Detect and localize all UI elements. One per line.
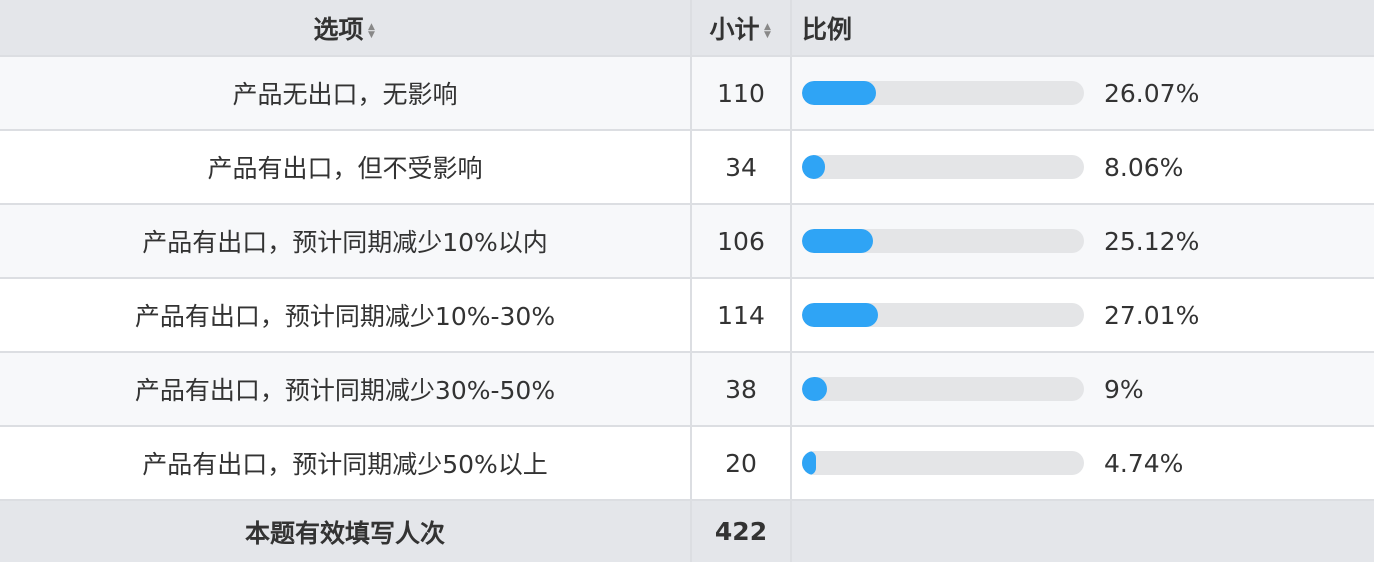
option-cell: 产品有出口，预计同期减少10%以内: [0, 204, 692, 279]
option-cell: 产品有出口，但不受影响: [0, 130, 692, 205]
column-ratio-label: 比例: [802, 14, 853, 44]
progress-bar: [802, 155, 1084, 179]
ratio-cell: 25.12%: [791, 204, 1374, 279]
count-cell: 34: [691, 130, 792, 205]
percent-label: 27.01%: [1104, 300, 1200, 330]
progress-bar: [802, 229, 1084, 253]
table-row: 产品有出口，预计同期减少50%以上 20 4.74%: [0, 426, 1374, 501]
percent-label: 26.07%: [1104, 78, 1200, 108]
ratio-cell: 9%: [791, 352, 1374, 427]
footer-label: 本题有效填写人次: [0, 500, 692, 562]
ratio-cell: 27.01%: [791, 278, 1374, 353]
option-cell: 产品有出口，预计同期减少50%以上: [0, 426, 692, 501]
ratio-cell: 4.74%: [791, 426, 1374, 501]
progress-fill: [802, 451, 816, 475]
percent-label: 4.74%: [1104, 448, 1184, 478]
column-option[interactable]: 选项 ▲ ▼: [0, 0, 692, 57]
percent-label: 9%: [1104, 374, 1144, 404]
progress-fill: [802, 155, 825, 179]
progress-fill: [802, 229, 873, 253]
option-cell: 产品有出口，预计同期减少10%-30%: [0, 278, 692, 353]
count-cell: 114: [691, 278, 792, 353]
count-cell: 38: [691, 352, 792, 427]
table-row: 产品有出口，预计同期减少30%-50% 38 9%: [0, 352, 1374, 427]
progress-bar: [802, 303, 1084, 327]
count-cell: 106: [691, 204, 792, 279]
progress-fill: [802, 377, 828, 401]
percent-label: 25.12%: [1104, 226, 1200, 256]
footer-empty: [791, 500, 1374, 562]
column-option-label: 选项: [313, 14, 364, 44]
column-count-label: 小计: [709, 14, 760, 44]
table-body: 产品无出口，无影响 110 26.07% 产品有出口，但不受影响 34 8.06% 产品有出…: [0, 56, 1374, 501]
progress-bar: [802, 81, 1084, 105]
table-footer: 本题有效填写人次 422: [0, 500, 1374, 562]
option-cell: 产品无出口，无影响: [0, 56, 692, 131]
percent-label: 8.06%: [1104, 152, 1184, 182]
progress-bar: [802, 451, 1084, 475]
table-row: 产品有出口，预计同期减少10%以内 106 25.12%: [0, 204, 1374, 279]
ratio-cell: 26.07%: [791, 56, 1374, 131]
table-header: 选项 ▲ ▼ 小计 ▲ ▼ 比例: [0, 0, 1374, 57]
sort-icon[interactable]: ▲ ▼: [764, 21, 771, 40]
table-row: 产品有出口，预计同期减少10%-30% 114 27.01%: [0, 278, 1374, 353]
column-count[interactable]: 小计 ▲ ▼: [691, 0, 792, 57]
count-cell: 20: [691, 426, 792, 501]
progress-fill: [802, 81, 876, 105]
column-ratio: 比例: [791, 0, 1374, 57]
footer-total: 422: [691, 500, 792, 562]
table-row: 产品无出口，无影响 110 26.07%: [0, 56, 1374, 131]
progress-bar: [802, 377, 1084, 401]
option-cell: 产品有出口，预计同期减少30%-50%: [0, 352, 692, 427]
sort-icon[interactable]: ▲ ▼: [368, 21, 375, 40]
ratio-cell: 8.06%: [791, 130, 1374, 205]
count-cell: 110: [691, 56, 792, 131]
table-row: 产品有出口，但不受影响 34 8.06%: [0, 130, 1374, 205]
progress-fill: [802, 303, 879, 327]
